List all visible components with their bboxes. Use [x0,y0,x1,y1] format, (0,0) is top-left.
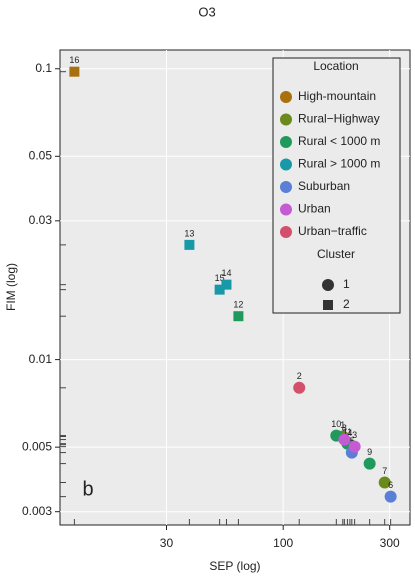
y-tick-label: 0.03 [29,213,53,227]
legend-swatch [280,136,292,148]
point-label: 9 [367,447,372,457]
point [293,381,306,394]
point-label: 13 [184,228,194,238]
y-tick-label: 0.003 [22,504,52,518]
legend-swatch [280,113,292,126]
legend-label: Urban−traffic [298,224,367,238]
point-label: 3 [352,430,357,440]
legend-title: Location [313,59,358,73]
point-label: 8 [342,423,347,433]
legend-label: High-mountain [298,89,376,103]
point-label: 14 [221,268,231,278]
point-label: 10 [331,419,341,429]
point [378,476,391,489]
panel-label: b [82,478,93,500]
legend-swatch [280,203,292,216]
y-tick-label: 0.005 [22,439,52,453]
point [69,66,80,77]
legend-label: 1 [343,277,350,291]
point-label: 4 [347,428,352,438]
point-label: 5 [349,436,354,446]
point [214,284,225,295]
legend-swatch [280,91,292,103]
legend-label: Suburban [298,179,350,193]
point-label: 1 [340,420,345,430]
legend-swatch [322,279,334,291]
x-tick-label: 100 [273,536,293,550]
legend-swatch [323,300,333,310]
legend-label: Rural < 1000 m [298,134,380,148]
point [233,311,244,322]
x-tick-label: 300 [380,536,400,550]
x-axis-label: SEP (log) [209,559,260,573]
y-axis-label: FIM (log) [4,263,18,311]
legend-swatch [280,226,292,238]
legend-title: Cluster [317,247,355,261]
y-tick-label: 0.1 [35,61,52,75]
legend-swatch [280,181,292,193]
point-label: 15 [215,273,225,283]
y-tick-label: 0.05 [29,148,53,162]
point [363,457,376,470]
legend-label: Rural > 1000 m [298,157,380,171]
point [221,279,232,290]
point-label: 7 [382,466,387,476]
point-label: 2 [297,371,302,381]
legend-box [272,57,401,314]
point [384,490,397,503]
point-label: 6 [388,480,393,490]
point [348,440,361,453]
legend-label: 2 [343,297,350,311]
chart-title: O3 [198,4,215,19]
point-label: 11 [343,427,352,437]
y-tick-label: 0.01 [29,352,53,366]
x-tick-label: 30 [160,536,174,550]
legend-label: Urban [298,202,331,216]
legend-swatch [280,158,292,171]
point [338,433,351,446]
point-label: 16 [69,55,79,65]
point [184,239,195,250]
legend-label: Rural−Highway [298,112,380,126]
point-label: 12 [233,300,243,310]
